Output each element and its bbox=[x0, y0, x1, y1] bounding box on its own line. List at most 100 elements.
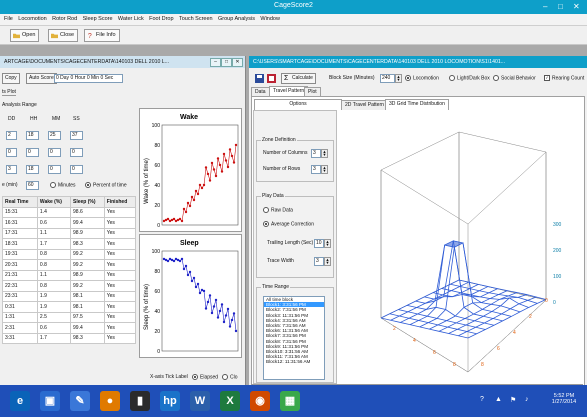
file-explorer-icon[interactable]: ▣ bbox=[40, 391, 60, 411]
table-row[interactable]: 16:31 0.6 99.4 Yes bbox=[2, 217, 137, 229]
social-radio[interactable]: Social Behavior bbox=[493, 75, 536, 81]
tray-help-icon[interactable]: ? bbox=[480, 396, 484, 403]
left-maximize-button[interactable]: □ bbox=[221, 58, 232, 67]
start-hh-field[interactable]: 18 bbox=[26, 131, 39, 140]
pen-icon[interactable]: ✎ bbox=[70, 391, 90, 411]
time-range-item[interactable]: Block6: 11:31:56 AM bbox=[266, 328, 308, 334]
hp-icon[interactable]: hp bbox=[160, 391, 180, 411]
time-range-list[interactable]: All time block Block1: 3:31:56 PM Block2: … bbox=[263, 296, 325, 380]
table-row[interactable]: 2:31 0.6 99.4 Yes bbox=[2, 322, 137, 334]
media-player-icon[interactable]: ● bbox=[100, 391, 120, 411]
table-row[interactable]: 20:31 0.8 99.2 Yes bbox=[2, 259, 137, 271]
export-icon[interactable] bbox=[267, 74, 276, 83]
time-range-item[interactable]: Block1: 3:31:56 PM bbox=[264, 302, 324, 308]
table-row[interactable]: 18:31 1.7 98.3 Yes bbox=[2, 238, 137, 250]
offset-mm-field[interactable]: 0 bbox=[48, 148, 61, 157]
menu-file[interactable]: File bbox=[4, 16, 13, 22]
trailing-length-field[interactable]: 10 bbox=[314, 239, 324, 248]
save-icon[interactable] bbox=[255, 74, 264, 83]
offset-ss-field[interactable]: 0 bbox=[70, 148, 83, 157]
trace-width-field[interactable]: 3 bbox=[314, 257, 324, 266]
left-minimize-button[interactable]: – bbox=[210, 58, 221, 67]
tab-plot[interactable]: Plot bbox=[304, 87, 321, 97]
menu-touch-screen[interactable]: Touch Screen bbox=[178, 16, 213, 22]
clock[interactable]: 5:52 PM 1/27/2014 bbox=[545, 393, 583, 405]
time-range-item[interactable]: Block11: 7:31:56 AM bbox=[266, 354, 308, 360]
offset-hh-field[interactable]: 0 bbox=[26, 148, 39, 157]
subtab-2d-travel[interactable]: 2D Travel Pattern bbox=[341, 100, 388, 110]
end-dd-field[interactable]: 3 bbox=[6, 165, 17, 174]
copy-button[interactable]: Copy bbox=[2, 73, 20, 84]
locomotion-radio[interactable]: Locomotion bbox=[405, 75, 439, 81]
file-info-button[interactable]: ? File Info bbox=[84, 29, 120, 42]
start-dd-field[interactable]: 2 bbox=[6, 131, 17, 140]
minutes-radio[interactable]: Minutes bbox=[50, 182, 76, 188]
duration-field[interactable]: 0 Day 0 Hour 0 Min 0 Sec bbox=[54, 74, 123, 83]
cagescore-icon[interactable]: ▦ bbox=[280, 391, 300, 411]
excel-icon[interactable]: X bbox=[220, 391, 240, 411]
table-row[interactable]: 15:31 1.4 98.6 Yes bbox=[2, 206, 137, 218]
table-row[interactable]: 1:31 2.5 97.5 Yes bbox=[2, 311, 137, 323]
menu-rotor-rod[interactable]: Rotor Rod bbox=[52, 16, 78, 22]
bin-field[interactable]: 60 bbox=[26, 181, 39, 190]
time-range-item[interactable]: Block10: 3:31:56 AM bbox=[266, 348, 309, 354]
end-mm-field[interactable]: 0 bbox=[48, 165, 61, 174]
block-size-spinner[interactable]: ▲ ▼ bbox=[395, 74, 402, 83]
maximize-button[interactable]: □ bbox=[558, 2, 563, 11]
firefox-icon[interactable]: ◉ bbox=[250, 391, 270, 411]
table-row[interactable]: 3:31 1.7 98.3 Yes bbox=[2, 332, 137, 344]
menu-window[interactable]: Window bbox=[260, 16, 280, 22]
plot-tab[interactable]: ts Plot bbox=[2, 89, 16, 96]
columns-field[interactable]: 3 bbox=[311, 149, 321, 158]
time-range-item[interactable]: Block3: 11:31:56 PM bbox=[266, 312, 309, 318]
table-row[interactable]: 19:31 0.8 99.2 Yes bbox=[2, 248, 137, 260]
left-close-button[interactable]: ✕ bbox=[232, 58, 243, 67]
app-icon[interactable]: ▮ bbox=[130, 391, 150, 411]
tray-network-icon[interactable]: ▲ bbox=[495, 396, 502, 403]
auto-score-button[interactable]: Auto Score bbox=[26, 73, 57, 84]
rows-field[interactable]: 3 bbox=[311, 165, 321, 174]
subtab-3d-grid[interactable]: 3D Grid Time Distribution bbox=[385, 99, 449, 110]
trace-width-spinner[interactable]: ▲ ▼ bbox=[324, 257, 331, 266]
tray-volume-icon[interactable]: ♪ bbox=[525, 396, 529, 403]
menu-sleep-score[interactable]: Sleep Score bbox=[82, 16, 113, 22]
lightdark-radio[interactable]: Light/Dark Box bbox=[449, 75, 490, 81]
table-row[interactable]: 22:31 0.8 99.2 Yes bbox=[2, 280, 137, 292]
time-range-item[interactable]: Block12: 11:31:56 AM bbox=[266, 359, 311, 365]
time-range-item[interactable]: Block5: 7:31:56 AM bbox=[266, 322, 306, 328]
minimize-button[interactable]: – bbox=[543, 2, 548, 11]
table-row[interactable]: 0:31 1.9 98.1 Yes bbox=[2, 301, 137, 313]
menu-group-analysis[interactable]: Group Analysis bbox=[217, 16, 255, 22]
rows-spinner[interactable]: ▲ ▼ bbox=[321, 165, 328, 174]
word-icon[interactable]: W bbox=[190, 391, 210, 411]
end-hh-field[interactable]: 18 bbox=[26, 165, 39, 174]
table-row[interactable]: 23:31 1.9 98.1 Yes bbox=[2, 290, 137, 302]
start-ss-field[interactable]: 37 bbox=[70, 131, 83, 140]
close-window-button[interactable]: ✕ bbox=[573, 2, 580, 11]
time-range-item[interactable]: Block7: 3:31:56 PM bbox=[266, 333, 306, 339]
raw-data-radio[interactable]: Raw Data bbox=[263, 207, 293, 213]
elapsed-radio[interactable]: Elapsed bbox=[192, 374, 218, 380]
offset-dd-field[interactable]: 0 bbox=[6, 148, 17, 157]
open-button[interactable]: Open bbox=[10, 29, 40, 42]
time-range-item[interactable]: All time block bbox=[266, 297, 294, 302]
menu-locomotion[interactable]: Locomotion bbox=[18, 16, 47, 22]
columns-spinner[interactable]: ▲ ▼ bbox=[321, 149, 328, 158]
rearing-checkbox[interactable]: ✓ Rearing Count bbox=[544, 75, 585, 82]
menu-water-lick[interactable]: Water Lick bbox=[117, 16, 144, 22]
time-range-item[interactable]: Block9: 11:31:56 PM bbox=[266, 343, 309, 349]
trailing-length-spinner[interactable]: ▲ ▼ bbox=[324, 239, 331, 248]
tray-flag-icon[interactable]: ⚑ bbox=[510, 397, 517, 404]
time-range-item[interactable]: Block8: 7:31:56 PM bbox=[266, 338, 306, 344]
calculate-button[interactable]: Σ Calculate bbox=[281, 73, 316, 84]
block-size-field[interactable]: 240 bbox=[380, 74, 395, 83]
options-tab[interactable]: Options bbox=[254, 99, 342, 110]
table-row[interactable]: 21:31 1.1 98.9 Yes bbox=[2, 269, 137, 281]
time-range-item[interactable]: Block4: 3:31:56 AM bbox=[266, 317, 306, 323]
close-button[interactable]: Close bbox=[48, 29, 79, 42]
time-range-item[interactable]: Block2: 7:31:56 PM bbox=[266, 307, 306, 313]
clock-radio[interactable]: Clo bbox=[222, 374, 238, 380]
percent-radio[interactable]: Percent of time bbox=[85, 182, 127, 188]
average-correction-radio[interactable]: Average Correction bbox=[263, 221, 314, 227]
menu-foot-drop[interactable]: Foot Drop bbox=[149, 16, 174, 22]
